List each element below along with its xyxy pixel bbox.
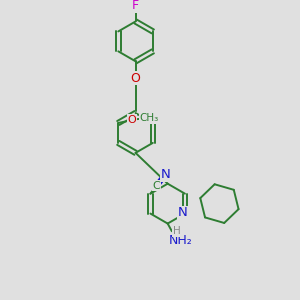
Text: NH₂: NH₂ <box>169 234 192 247</box>
Text: O: O <box>128 115 136 125</box>
Text: O: O <box>130 71 140 85</box>
Text: N: N <box>160 168 170 181</box>
Text: CH₃: CH₃ <box>140 113 159 123</box>
Text: H: H <box>173 226 181 236</box>
Text: F: F <box>132 0 139 12</box>
Text: N: N <box>178 206 188 219</box>
Text: C: C <box>153 181 160 190</box>
